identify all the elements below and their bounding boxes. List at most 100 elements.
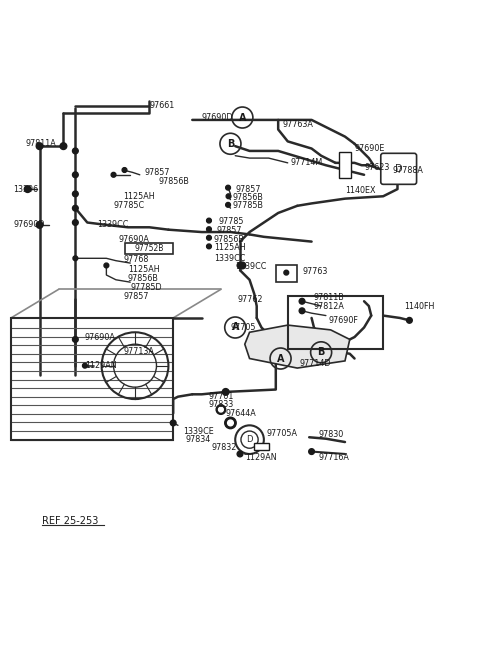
Circle shape: [104, 263, 109, 268]
Text: 1125AH: 1125AH: [214, 243, 245, 252]
Circle shape: [407, 318, 412, 323]
Circle shape: [228, 420, 233, 426]
Circle shape: [216, 405, 226, 415]
Circle shape: [36, 143, 43, 149]
Text: 97856B: 97856B: [159, 178, 190, 187]
Circle shape: [284, 271, 288, 275]
Text: 97811B: 97811B: [314, 293, 345, 302]
Circle shape: [225, 417, 236, 428]
Text: 97856B: 97856B: [128, 274, 159, 283]
Circle shape: [72, 337, 78, 343]
Text: 1129AN: 1129AN: [85, 361, 117, 370]
Text: 97857: 97857: [235, 185, 261, 194]
Text: 97812A: 97812A: [314, 303, 345, 312]
Text: 97690E: 97690E: [355, 144, 385, 153]
Circle shape: [237, 451, 243, 457]
Text: 1140FH: 1140FH: [405, 301, 435, 310]
Bar: [254, 443, 269, 451]
Text: 97752B: 97752B: [135, 244, 164, 253]
Circle shape: [73, 256, 78, 261]
Text: 97785D: 97785D: [130, 283, 162, 292]
Circle shape: [299, 308, 305, 314]
Text: 1125AH: 1125AH: [123, 192, 155, 201]
Circle shape: [72, 205, 78, 211]
Circle shape: [309, 449, 314, 455]
Text: 97857: 97857: [144, 168, 170, 177]
Circle shape: [72, 191, 78, 196]
Text: 97716A: 97716A: [319, 453, 349, 462]
Circle shape: [24, 186, 31, 193]
Text: D: D: [246, 435, 253, 444]
Circle shape: [170, 420, 176, 426]
Text: 13396: 13396: [13, 185, 38, 194]
Bar: [339, 152, 351, 178]
Text: 97623: 97623: [364, 163, 389, 172]
Text: 97690D: 97690D: [13, 220, 45, 229]
Text: 1339CC: 1339CC: [235, 262, 266, 271]
Text: A: A: [239, 113, 246, 122]
Text: 97785C: 97785C: [114, 201, 144, 210]
Text: 1339CC: 1339CC: [214, 253, 245, 263]
Text: 97714D: 97714D: [300, 359, 331, 368]
Circle shape: [299, 299, 305, 304]
Circle shape: [206, 244, 211, 249]
Text: 97857: 97857: [216, 226, 241, 235]
Bar: [288, 297, 383, 349]
Text: 97833: 97833: [209, 400, 234, 409]
Text: 97788A: 97788A: [393, 166, 423, 174]
Bar: [276, 265, 297, 282]
Text: 97690A: 97690A: [118, 234, 149, 244]
Text: 1125AH: 1125AH: [128, 265, 159, 274]
Circle shape: [206, 218, 211, 223]
Circle shape: [36, 221, 43, 228]
Text: 97834: 97834: [185, 435, 210, 444]
Text: B: B: [227, 139, 234, 149]
Text: 1339CC: 1339CC: [97, 220, 128, 229]
Text: 97714M: 97714M: [290, 159, 323, 168]
Text: 97690F: 97690F: [328, 316, 358, 325]
Text: 97785B: 97785B: [233, 201, 264, 210]
Text: 97856B: 97856B: [214, 234, 245, 244]
Text: 97763: 97763: [302, 267, 327, 276]
Text: 97857: 97857: [123, 292, 149, 301]
Text: 97705: 97705: [230, 323, 256, 332]
Text: 1129AN: 1129AN: [245, 453, 276, 462]
Circle shape: [239, 262, 246, 269]
Bar: [125, 242, 173, 253]
Circle shape: [122, 168, 127, 172]
Text: 1339CE: 1339CE: [183, 426, 214, 436]
Text: 97830: 97830: [319, 430, 344, 440]
Bar: [11, 318, 173, 440]
Text: A: A: [277, 354, 284, 364]
Text: 97768: 97768: [123, 255, 148, 264]
Circle shape: [226, 194, 231, 198]
Text: REF 25-253: REF 25-253: [42, 515, 98, 526]
Text: 97762: 97762: [238, 295, 263, 305]
Text: 97705A: 97705A: [266, 429, 297, 438]
Text: 97763A: 97763A: [283, 120, 314, 129]
Circle shape: [83, 364, 87, 368]
Text: 97701: 97701: [209, 392, 234, 402]
Circle shape: [60, 143, 67, 149]
Circle shape: [218, 407, 223, 412]
Circle shape: [237, 263, 243, 269]
Circle shape: [72, 219, 78, 225]
Text: 97811A: 97811A: [25, 140, 56, 148]
Circle shape: [206, 235, 211, 240]
Circle shape: [226, 185, 230, 190]
Text: 97690A: 97690A: [85, 333, 116, 343]
Polygon shape: [245, 325, 350, 368]
Circle shape: [72, 172, 78, 178]
Text: 97690D: 97690D: [202, 113, 233, 122]
Text: 97644A: 97644A: [226, 409, 256, 418]
Text: 1140EX: 1140EX: [345, 186, 375, 195]
Text: 97832: 97832: [211, 443, 237, 452]
Text: D: D: [395, 164, 403, 174]
Text: 97661: 97661: [149, 101, 175, 110]
Text: B: B: [317, 347, 325, 358]
Circle shape: [226, 202, 230, 207]
Circle shape: [222, 388, 229, 395]
FancyBboxPatch shape: [381, 153, 417, 184]
Circle shape: [206, 227, 211, 232]
Text: A: A: [231, 322, 239, 333]
